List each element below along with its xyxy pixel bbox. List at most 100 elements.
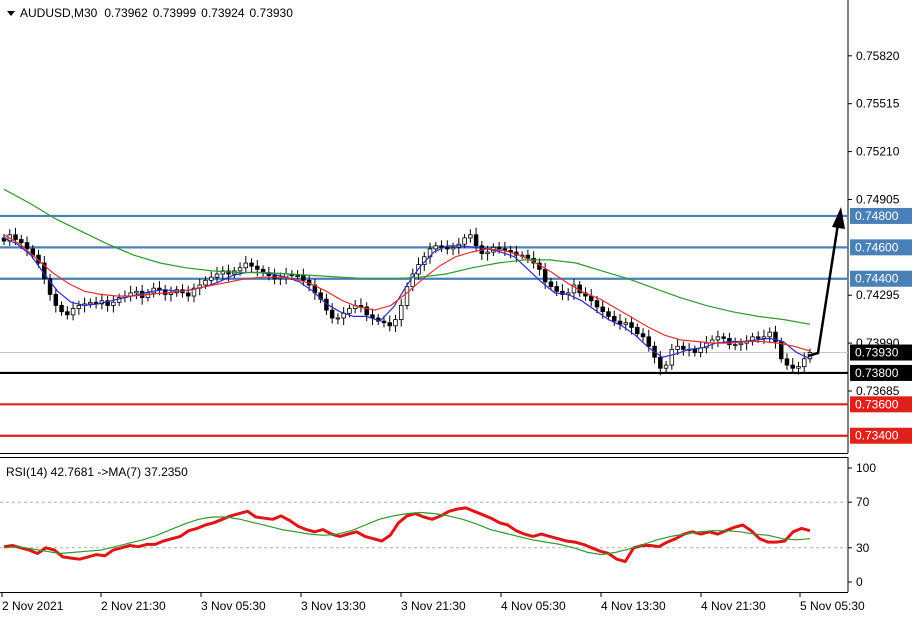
candle-body [433, 245, 439, 250]
candle-body [485, 251, 490, 255]
candle-body [255, 265, 260, 270]
level-label-box [850, 239, 912, 256]
candle-body [732, 344, 738, 347]
candle-body [301, 275, 306, 281]
candle-body [663, 364, 669, 369]
candle-body [612, 316, 617, 322]
candle-body [381, 320, 387, 324]
candle-body [347, 308, 352, 314]
candle-body [554, 286, 559, 292]
level-label-text: 0.74800 [855, 209, 899, 223]
time-tick-label: 3 Nov 05:30 [201, 599, 266, 613]
rsi-line [3, 506, 811, 563]
candle-body [773, 331, 778, 342]
level-label-text: 0.73800 [855, 366, 899, 380]
rsi-tick-label: 70 [856, 495, 870, 509]
candle-body [393, 319, 398, 327]
candle-body [185, 292, 191, 297]
candle-body [404, 286, 410, 306]
candle-body [47, 278, 53, 295]
candle-body [496, 246, 502, 250]
candle-body [623, 322, 629, 325]
candle-body [387, 322, 392, 327]
level-label-text: 0.73600 [855, 397, 899, 411]
candle-body [646, 336, 652, 347]
candle-body [560, 290, 565, 295]
level-label-box [850, 364, 912, 381]
rsi-series [0, 501, 848, 563]
candle-body [364, 306, 369, 316]
candle-body [59, 305, 64, 313]
candle-body [790, 364, 795, 369]
price-series [1, 227, 813, 376]
candle-body [157, 287, 162, 291]
candle-body [111, 301, 116, 306]
candle-body [525, 254, 531, 259]
rsi-tick-label: 0 [856, 575, 863, 589]
candle-body [767, 331, 772, 338]
time-tick-label: 3 Nov 13:30 [301, 599, 366, 613]
rsi-ma-line [3, 511, 811, 556]
rsi-title: RSI(14) 42.7681 ->MA(7) 37.2350 [6, 465, 188, 479]
candle-body [295, 275, 300, 278]
candle-body [88, 301, 93, 305]
candle-body [594, 300, 600, 308]
candle-body [70, 308, 76, 316]
candle-body [445, 246, 450, 250]
candle-body [761, 336, 767, 339]
level-label-box [850, 344, 912, 361]
price-tick-label: 0.74905 [856, 192, 900, 206]
candle-body [220, 270, 226, 275]
candle-body [738, 342, 744, 346]
level-label-box [850, 207, 912, 224]
candle-body [168, 292, 174, 295]
candle-body [191, 287, 197, 297]
candle-body [669, 348, 675, 366]
candle-body [629, 322, 634, 328]
forecast-arrow [807, 223, 840, 358]
candle-body [76, 305, 82, 309]
candle-body [24, 242, 30, 250]
candle-body [462, 237, 467, 245]
level-label-text: 0.74600 [855, 240, 899, 254]
symbol-dropdown-icon[interactable] [7, 11, 15, 16]
candle-body [134, 290, 139, 294]
candle-body [571, 284, 577, 294]
time-tick-label: 3 Nov 21:30 [401, 599, 466, 613]
rsi-axis: 100 70 30 0 [848, 461, 876, 589]
price-tick-label: 0.73685 [856, 384, 900, 398]
price-tick-label: 0.75820 [856, 49, 900, 63]
candle-body [692, 348, 698, 353]
price-tick-label: 0.75210 [856, 145, 900, 159]
candle-body [243, 262, 249, 269]
candle-body [105, 300, 110, 306]
candle-body [548, 281, 554, 287]
candle-body [468, 234, 473, 239]
price-tick-label: 0.75515 [856, 97, 900, 111]
symbol-title: AUDUSD,M30 0.73962 0.73999 0.73924 0.73930 [20, 6, 293, 20]
candle-body [53, 294, 59, 306]
candle-body [784, 358, 790, 366]
candle-body [600, 306, 605, 313]
candle-body [715, 336, 721, 341]
candle-body [473, 234, 479, 247]
time-tick-label: 4 Nov 05:30 [501, 599, 566, 613]
candle-body [755, 336, 761, 339]
price-panel[interactable]: 0.75820 0.75515 0.75210 0.74905 0.74295 0.739… [0, 0, 912, 454]
rsi-panel[interactable]: 100 70 30 0 RSI(14) 42.7681 ->MA(7) 37.2350 [0, 457, 876, 593]
moving-average-line [3, 234, 811, 352]
level-label-text: 0.73930 [855, 346, 899, 360]
candle-body [681, 345, 686, 350]
time-axis: 2 Nov 2021 2 Nov 21:30 3 Nov 05:30 3 Nov 13… [1, 592, 865, 613]
rsi-tick-label: 100 [856, 461, 876, 475]
candle-body [796, 366, 801, 369]
candle-body [399, 305, 404, 320]
candle-body [335, 317, 341, 320]
candle-body [675, 345, 680, 350]
level-lines [0, 214, 848, 437]
candle-body [249, 262, 254, 267]
forecast-arrow-head-icon [832, 207, 845, 229]
level-label-text: 0.73400 [855, 429, 899, 443]
level-label-text: 0.74400 [855, 272, 899, 286]
